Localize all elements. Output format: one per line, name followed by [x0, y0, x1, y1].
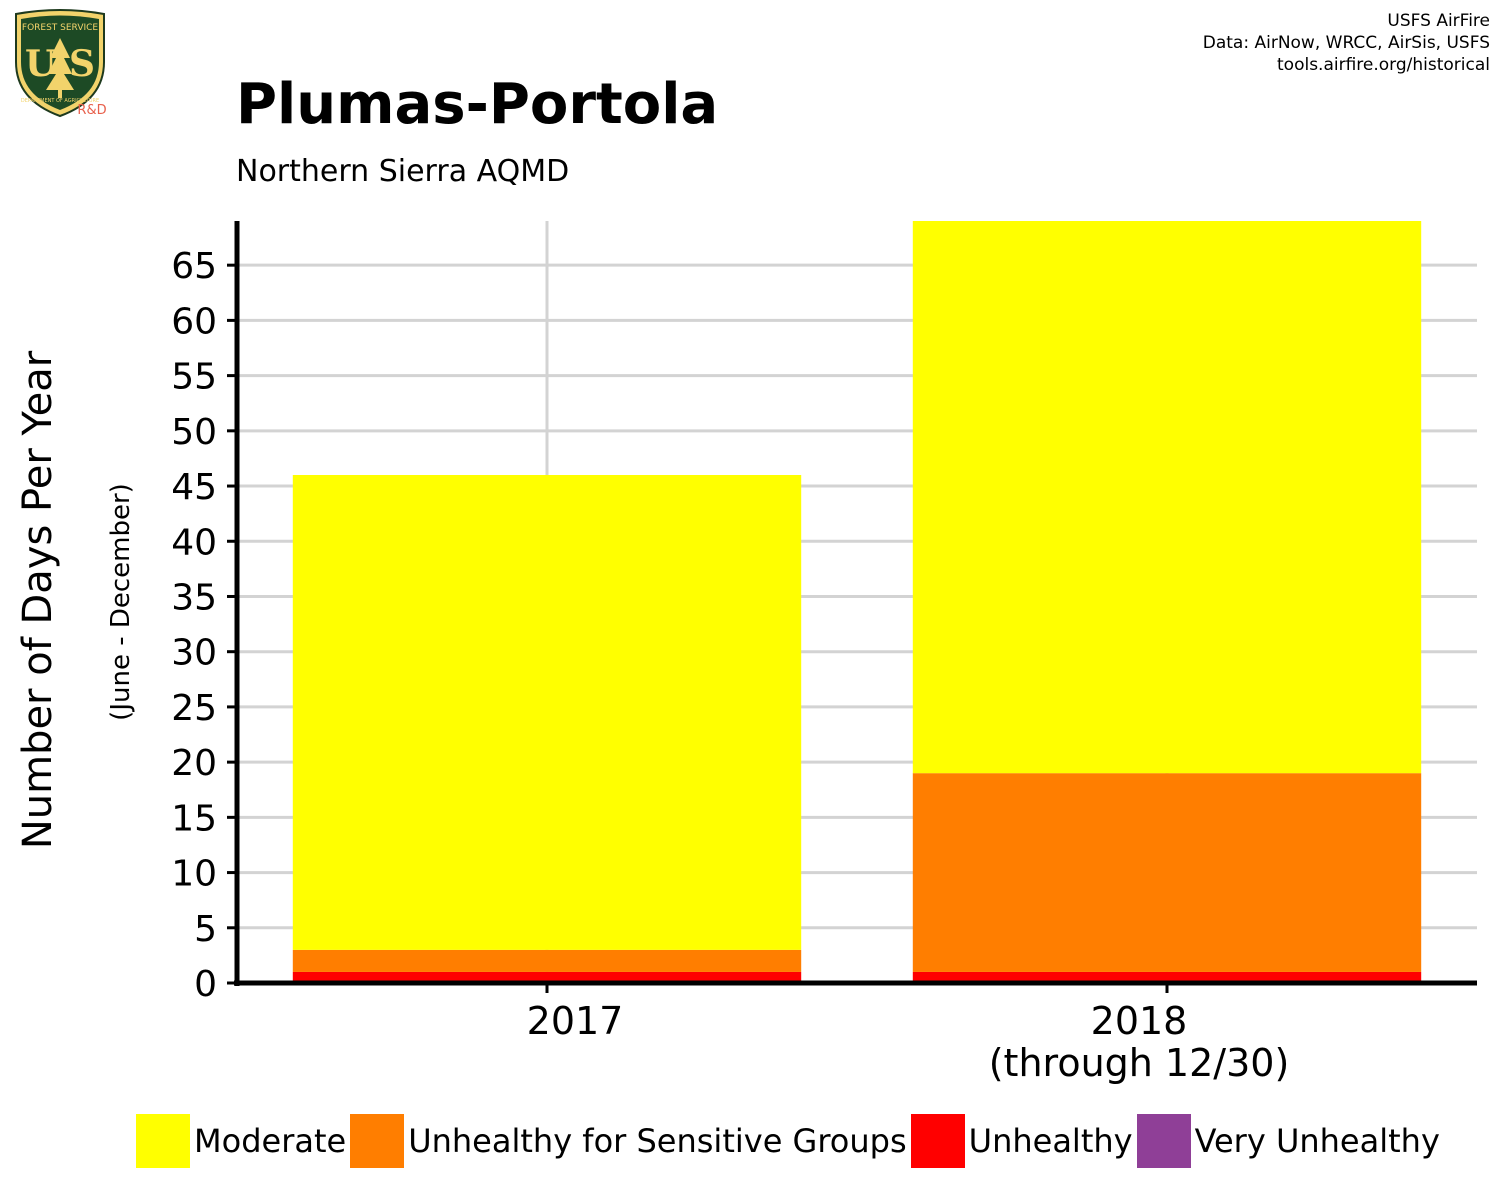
bar-segment-2018-unhealthy-for-sensitive-groups: [912, 773, 1422, 972]
y-tick-label: 20: [171, 743, 217, 784]
logo-badge: R&D: [77, 103, 106, 118]
logo-bottom-text: DEPARTMENT OF AGRICULTURE: [21, 98, 99, 104]
bar-segment-2018-moderate: [912, 221, 1422, 774]
chart-subtitle: Northern Sierra AQMD: [236, 154, 570, 189]
credit-line: USFS AirFire: [1387, 11, 1490, 31]
y-tick-label: 40: [171, 522, 217, 563]
credits: USFS AirFire Data: AirNow, WRCC, AirSis,…: [1203, 10, 1490, 76]
y-tick-label: 55: [171, 357, 217, 398]
legend-swatch-very-unhealthy: [1136, 1114, 1191, 1168]
legend-label-usg: Unhealthy for Sensitive Groups: [408, 1122, 907, 1160]
y-tick-label: 60: [171, 301, 217, 342]
y-tick-label: 50: [171, 412, 217, 453]
y-tick-label: 35: [171, 577, 217, 618]
y-tick-label: 30: [171, 633, 217, 674]
y-tick-label: 45: [171, 467, 217, 508]
bar-segment-2017-moderate: [292, 475, 802, 950]
y-tick-label: 25: [171, 688, 217, 729]
legend-swatch-unhealthy: [910, 1114, 965, 1168]
credit-line: tools.airfire.org/historical: [1277, 55, 1490, 75]
forest-service-shield-icon: FOREST SERVICE U S DEPARTMENT OF AGRICUL…: [15, 9, 107, 118]
legend-item-moderate: Moderate: [136, 1114, 350, 1168]
y-tick-label: 5: [194, 909, 217, 950]
x-tick-label-2018: 2018 (through 12/30): [988, 999, 1290, 1085]
bar-segment-2018-unhealthy: [912, 971, 1422, 983]
legend-item-unhealthy: Unhealthy: [910, 1114, 1137, 1168]
legend-swatch-usg: [350, 1114, 405, 1168]
credit-line: Data: AirNow, WRCC, AirSis, USFS: [1202, 33, 1490, 53]
legend-label-moderate: Moderate: [194, 1122, 347, 1160]
logo-top-text: FOREST SERVICE: [22, 23, 99, 33]
legend-label-very-unhealthy: Very Unhealthy: [1194, 1122, 1440, 1160]
legend-label-unhealthy: Unhealthy: [968, 1122, 1133, 1160]
y-tick-label: 15: [171, 798, 217, 839]
legend-swatch-moderate: [136, 1114, 190, 1168]
y-tick-label: 10: [171, 854, 217, 895]
legend-item-usg: Unhealthy for Sensitive Groups: [350, 1114, 910, 1168]
bar-segment-2017-unhealthy: [292, 971, 802, 983]
legend-item-very-unhealthy: Very Unhealthy: [1136, 1114, 1444, 1168]
y-tick-label: 65: [171, 246, 217, 287]
chart-title: Plumas-Portola: [236, 72, 719, 137]
bar-segment-2017-unhealthy-for-sensitive-groups: [292, 949, 802, 972]
y-tick-label: 0: [194, 964, 217, 1005]
legend: Moderate Unhealthy for Sensitive Groups …: [136, 1113, 1444, 1169]
x-tick-sublabel-2018: (through 12/30): [988, 1041, 1290, 1085]
x-tick-label-2017: 2017: [526, 999, 624, 1043]
